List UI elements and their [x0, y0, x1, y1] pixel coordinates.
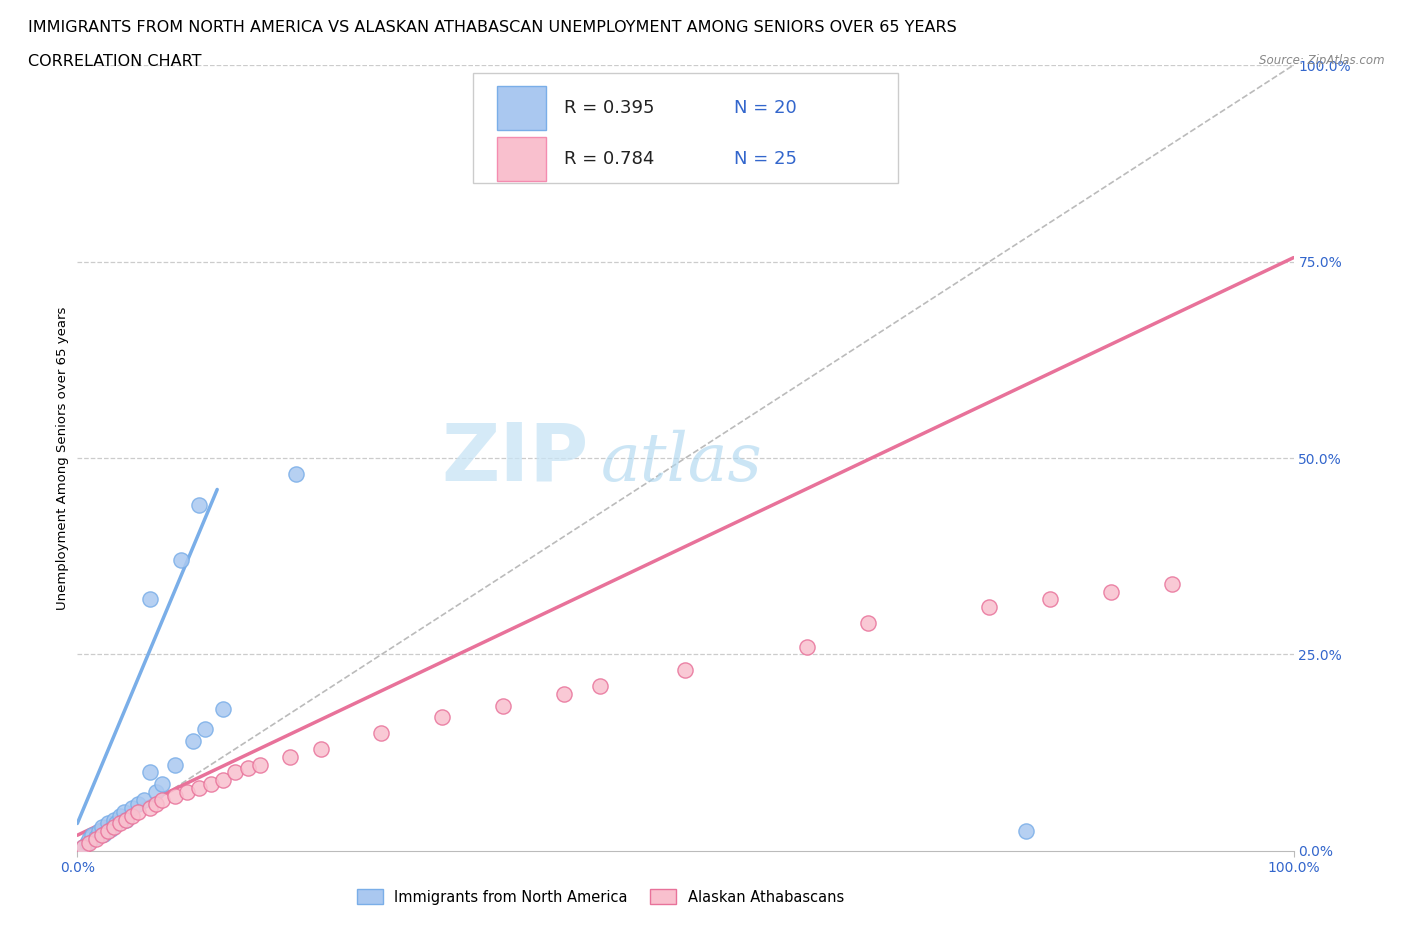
- Point: [1099, 584, 1122, 599]
- Y-axis label: Unemployment Among Seniors over 65 years: Unemployment Among Seniors over 65 years: [56, 306, 69, 610]
- Point: [1161, 577, 1184, 591]
- Point: [152, 792, 174, 807]
- FancyBboxPatch shape: [496, 138, 546, 180]
- Point: [188, 498, 211, 512]
- Point: [76, 836, 98, 851]
- Text: atlas: atlas: [600, 430, 762, 495]
- Point: [796, 639, 818, 654]
- FancyBboxPatch shape: [472, 73, 898, 183]
- Point: [163, 757, 186, 772]
- Point: [97, 824, 120, 839]
- Point: [309, 741, 332, 756]
- Point: [176, 785, 198, 800]
- Point: [90, 820, 112, 835]
- Text: N = 25: N = 25: [734, 150, 797, 168]
- Legend: Immigrants from North America, Alaskan Athabascans: Immigrants from North America, Alaskan A…: [350, 884, 849, 910]
- Point: [200, 777, 222, 791]
- Point: [80, 828, 103, 843]
- Point: [84, 830, 107, 844]
- Text: Source: ZipAtlas.com: Source: ZipAtlas.com: [1260, 54, 1385, 67]
- Point: [285, 466, 308, 481]
- Point: [249, 757, 271, 772]
- Point: [97, 816, 120, 830]
- Point: [278, 750, 301, 764]
- Point: [127, 796, 149, 811]
- Point: [115, 812, 138, 827]
- Point: [108, 808, 131, 823]
- Point: [105, 816, 128, 830]
- Point: [553, 686, 575, 701]
- Point: [145, 785, 167, 800]
- Point: [675, 663, 697, 678]
- Point: [84, 831, 107, 846]
- Point: [1015, 824, 1038, 839]
- Text: CORRELATION CHART: CORRELATION CHART: [28, 54, 201, 69]
- Point: [134, 792, 156, 807]
- Point: [212, 702, 235, 717]
- FancyBboxPatch shape: [496, 86, 546, 129]
- Point: [112, 804, 135, 819]
- Point: [72, 840, 94, 855]
- Point: [170, 552, 193, 567]
- Point: [139, 592, 162, 607]
- Point: [589, 679, 612, 694]
- Point: [103, 820, 125, 835]
- Text: IMMIGRANTS FROM NORTH AMERICA VS ALASKAN ATHABASCAN UNEMPLOYMENT AMONG SENIORS O: IMMIGRANTS FROM NORTH AMERICA VS ALASKAN…: [28, 20, 957, 35]
- Point: [492, 698, 515, 713]
- Point: [856, 616, 879, 631]
- Point: [127, 804, 149, 819]
- Point: [224, 764, 246, 779]
- Point: [163, 789, 186, 804]
- Point: [181, 734, 204, 749]
- Point: [89, 824, 111, 839]
- Point: [979, 600, 1001, 615]
- Point: [90, 828, 112, 843]
- Point: [236, 761, 259, 776]
- Point: [1039, 592, 1062, 607]
- Point: [139, 801, 162, 816]
- Point: [430, 710, 453, 724]
- Point: [194, 722, 217, 737]
- Point: [370, 725, 392, 740]
- Text: R = 0.784: R = 0.784: [564, 150, 654, 168]
- Point: [108, 816, 131, 830]
- Point: [79, 836, 101, 851]
- Point: [93, 826, 115, 841]
- Point: [100, 821, 122, 836]
- Point: [115, 812, 138, 827]
- Text: ZIP: ZIP: [441, 419, 588, 497]
- Point: [145, 796, 167, 811]
- Point: [121, 808, 143, 823]
- Point: [79, 831, 101, 846]
- Text: N = 20: N = 20: [734, 99, 797, 117]
- Point: [152, 777, 174, 791]
- Point: [121, 801, 143, 816]
- Point: [139, 764, 162, 779]
- Point: [212, 773, 235, 788]
- Point: [72, 840, 94, 855]
- Point: [188, 780, 211, 795]
- Text: R = 0.395: R = 0.395: [564, 99, 654, 117]
- Point: [103, 812, 125, 827]
